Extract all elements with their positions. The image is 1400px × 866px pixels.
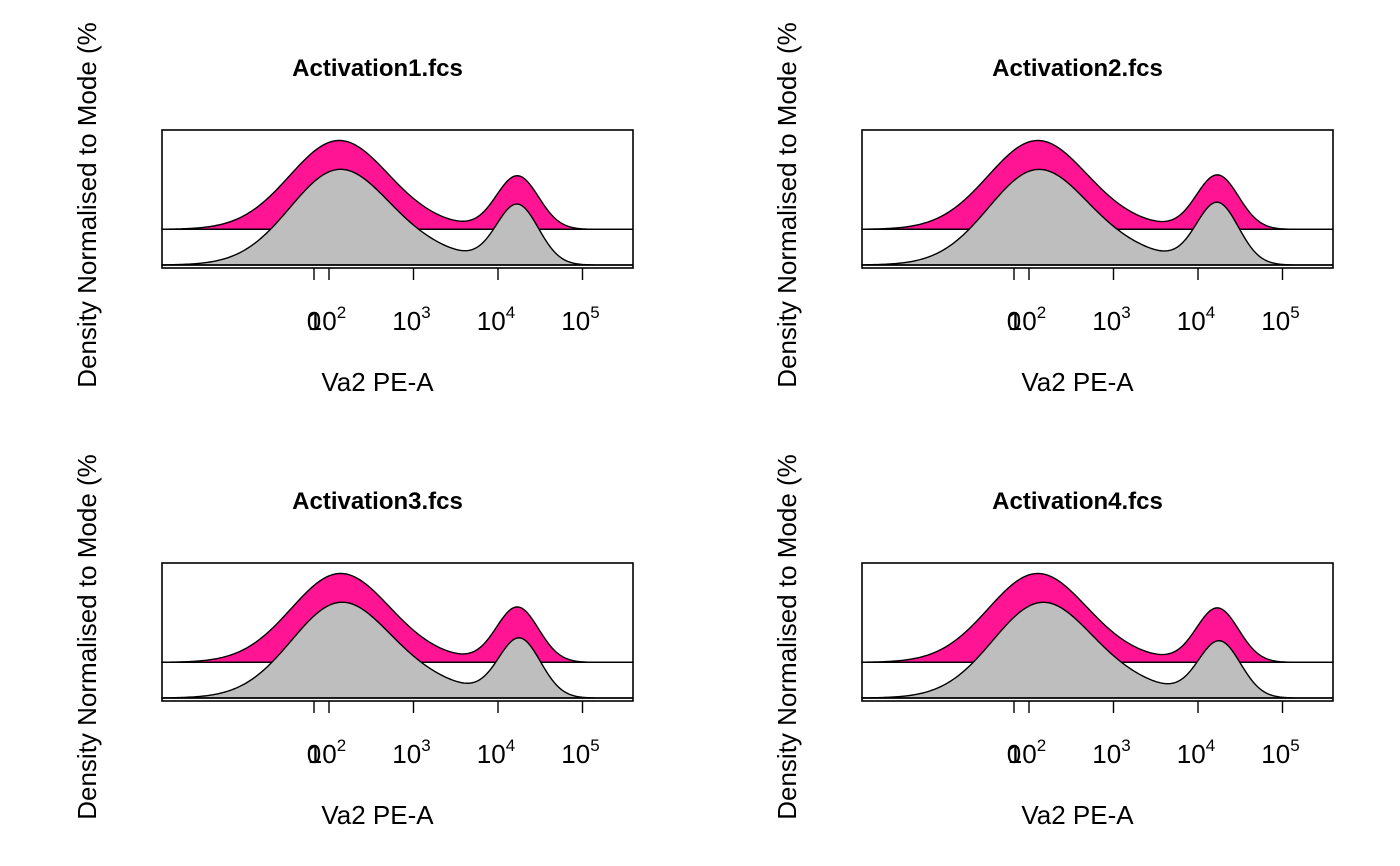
x-axis-label: Va2 PE-A [1021,800,1134,830]
density-area-series-2 [861,168,1333,266]
x-tick-exponent: 5 [590,303,599,322]
x-tick-label: 0 [307,739,321,769]
x-tick-exponent: 4 [506,303,515,322]
x-tick-exponent: 2 [337,736,346,755]
x-axis-label: Va2 PE-A [321,800,434,830]
x-tick-exponent: 5 [1290,303,1299,322]
x-tick-label: 102 [1008,736,1046,769]
x-tick-exponent: 4 [506,736,515,755]
x-axis-label: Va2 PE-A [321,367,434,397]
y-axis-label: Density Normalised to Mode (% [72,454,102,820]
plot-frame [161,129,634,269]
x-tick-exponent: 2 [1037,303,1046,322]
density-area-series-2 [161,168,633,266]
panel-1: Activation1.fcs Density Normalised to Mod… [72,22,634,397]
x-tick-label: 103 [392,736,430,769]
x-tick-label: 104 [1177,303,1215,336]
x-tick-exponent: 3 [1121,303,1130,322]
x-tick-label: 102 [308,303,346,336]
x-tick-label: 105 [561,303,599,336]
x-tick-label: 103 [1092,736,1130,769]
panel-title: Activation3.fcs [292,488,463,515]
plot-frame [161,562,634,702]
panel-4: Activation4.fcs Density Normalised to Mod… [772,454,1334,830]
x-tick-label: 103 [1092,303,1130,336]
x-tick-label: 104 [1177,736,1215,769]
panel-3: Activation3.fcs Density Normalised to Mod… [72,454,634,830]
y-axis-label: Density Normalised to Mode (% [772,22,802,388]
panel-title: Activation2.fcs [992,55,1163,82]
x-tick-label: 102 [308,736,346,769]
x-tick-label: 105 [1261,736,1299,769]
x-tick-label: 102 [1008,303,1046,336]
panel-title: Activation4.fcs [992,488,1163,515]
x-tick-label: 104 [477,736,515,769]
x-tick-label: 105 [561,736,599,769]
x-tick-label: 103 [392,303,430,336]
x-tick-exponent: 4 [1206,303,1215,322]
x-tick-exponent: 2 [337,303,346,322]
x-tick-exponent: 3 [421,303,430,322]
x-tick-exponent: 4 [1206,736,1215,755]
x-tick-exponent: 3 [421,736,430,755]
x-tick-label: 0 [307,306,321,336]
density-area-series-2 [161,601,633,699]
density-area-series-2 [861,601,1333,699]
x-tick-label: 105 [1261,303,1299,336]
panel-title: Activation1.fcs [292,55,463,82]
x-tick-label: 0 [1007,306,1021,336]
x-tick-exponent: 5 [590,736,599,755]
y-axis-label: Density Normalised to Mode (% [772,454,802,820]
x-tick-label: 104 [477,303,515,336]
plot-frame [861,562,1334,702]
x-tick-exponent: 5 [1290,736,1299,755]
x-tick-label: 0 [1007,739,1021,769]
x-axis-label: Va2 PE-A [1021,367,1134,397]
y-axis-label: Density Normalised to Mode (% [72,22,102,388]
x-tick-exponent: 3 [1121,736,1130,755]
plot-frame [861,129,1334,269]
x-tick-exponent: 2 [1037,736,1046,755]
panel-2: Activation2.fcs Density Normalised to Mod… [772,22,1334,397]
density-area-series-1 [861,572,1333,664]
